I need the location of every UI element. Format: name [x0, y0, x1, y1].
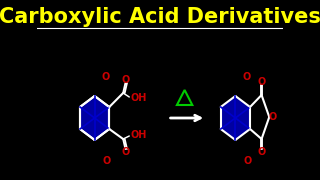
Text: O: O: [258, 147, 266, 157]
Text: O: O: [242, 72, 250, 82]
Text: O: O: [244, 156, 252, 166]
Polygon shape: [221, 96, 250, 140]
Text: OH: OH: [131, 130, 147, 140]
Text: O: O: [101, 72, 109, 82]
Text: O: O: [121, 75, 130, 85]
Polygon shape: [80, 96, 109, 140]
Text: O: O: [258, 77, 266, 87]
Text: OH: OH: [131, 93, 147, 103]
Text: O: O: [121, 147, 130, 157]
Text: O: O: [269, 112, 277, 122]
Text: Carboxylic Acid Derivatives: Carboxylic Acid Derivatives: [0, 7, 320, 27]
Text: O: O: [103, 156, 111, 166]
